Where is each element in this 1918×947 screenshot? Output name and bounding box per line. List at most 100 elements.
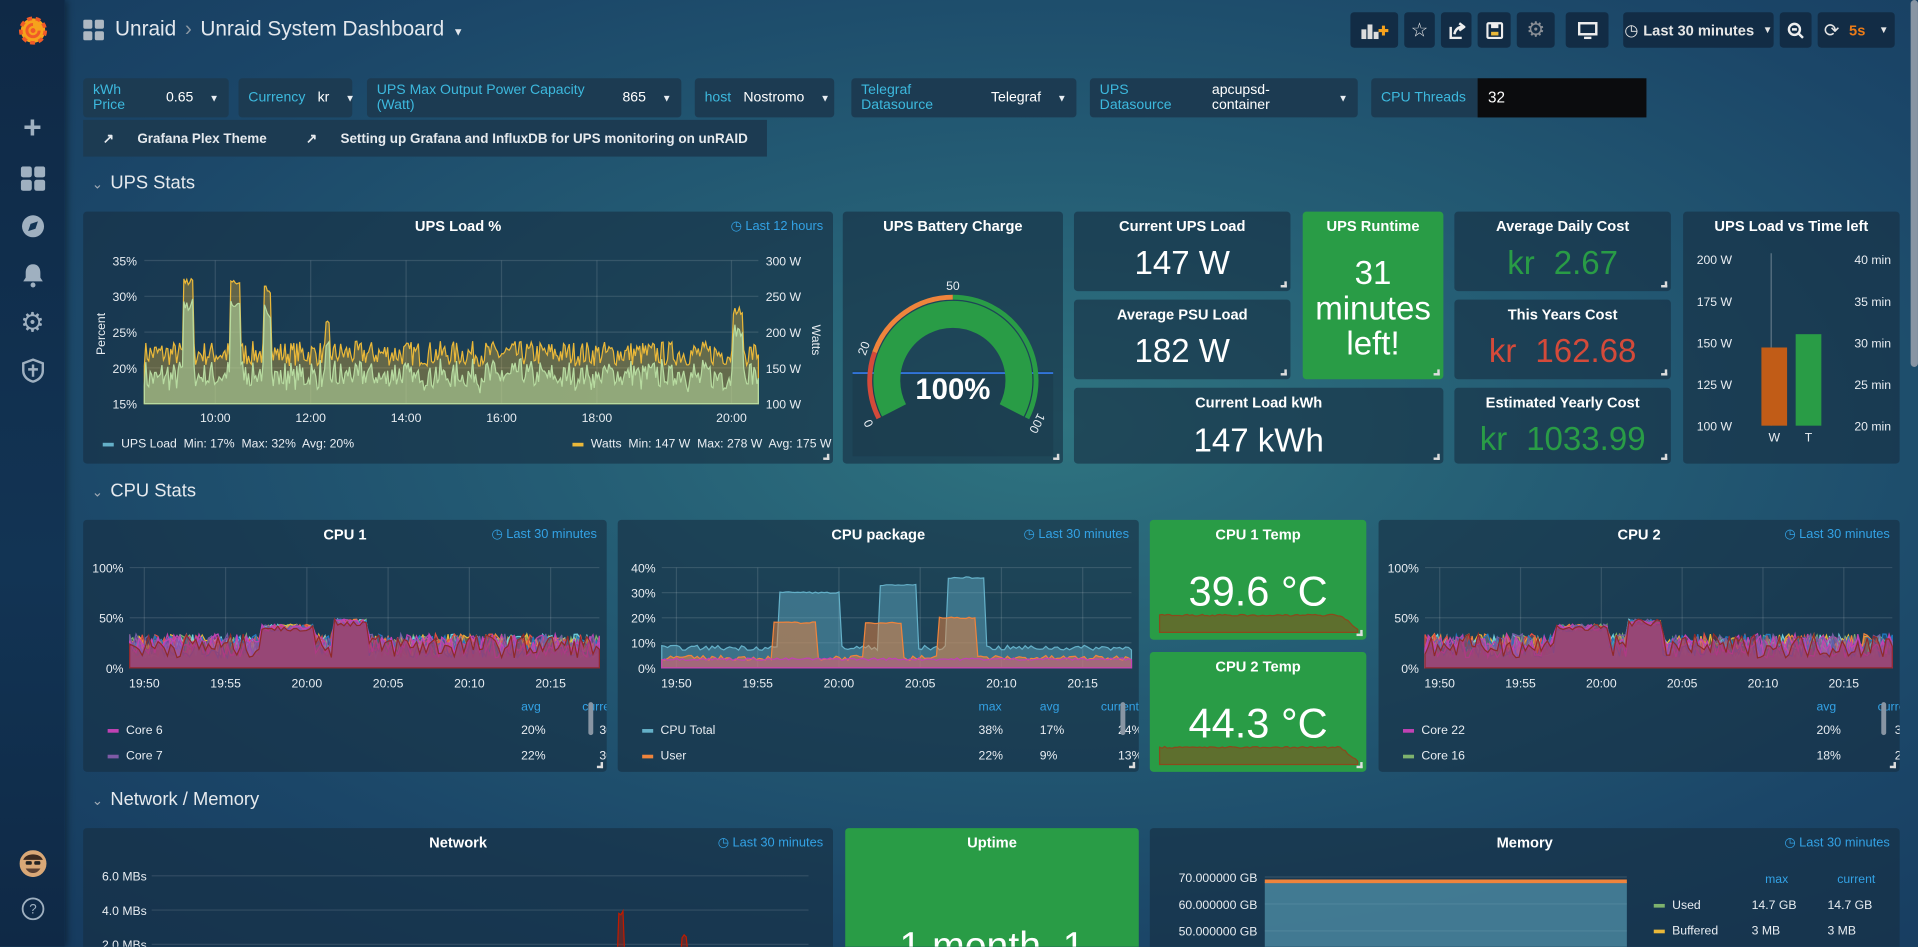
cpu-package-graph[interactable]: 40% 30% 20% 10% 0% 19:50 19:55 20:00 20:05 20:10 2… [618, 520, 1139, 703]
legend-header-avg[interactable]: avg [1039, 700, 1060, 715]
panel-title[interactable]: Average PSU Load [1116, 305, 1248, 323]
legend-header-current[interactable]: current▾ [582, 700, 606, 715]
cpu1-graph[interactable]: 100% 50% 0% 19:50 19:55 20:00 20:05 20:10 20:15 [83, 520, 607, 703]
resize-handle[interactable] [596, 762, 604, 769]
resize-handle[interactable] [1280, 281, 1287, 288]
panel-title[interactable]: UPS Battery Charge [883, 217, 1023, 235]
dashboard-title[interactable]: Unraid System Dashboard [200, 17, 445, 41]
legend-item[interactable]: Core 7 [107, 750, 163, 763]
resize-handle[interactable] [823, 453, 830, 460]
grafana-logo-icon[interactable] [16, 12, 49, 45]
legend-item[interactable]: Used [1653, 899, 1701, 913]
variable-value[interactable]: apcupsd-container [1211, 83, 1270, 113]
row-cpu-stats[interactable]: ⌄ CPU Stats [92, 481, 196, 502]
panel-title[interactable]: UPS Load vs Time left [1714, 217, 1869, 235]
legend-item[interactable]: Core 22 [1403, 724, 1465, 738]
legend-header-max[interactable]: max [978, 700, 1002, 715]
help-icon[interactable]: ? [16, 892, 49, 925]
dashboard-settings-button[interactable]: ⚙ [1516, 12, 1555, 48]
resize-handle[interactable] [1280, 369, 1287, 376]
user-avatar[interactable] [16, 846, 49, 879]
legend-header-avg[interactable]: avg [1816, 700, 1837, 715]
legend-scrollbar[interactable] [588, 702, 594, 736]
star-dashboard-button[interactable]: ☆ [1404, 12, 1435, 48]
variable-value[interactable]: kr [317, 90, 330, 106]
legend-scrollbar[interactable] [1881, 702, 1887, 736]
breadcrumb-folder[interactable]: Unraid [114, 17, 177, 41]
panel-title[interactable]: Uptime [967, 834, 1017, 852]
resize-handle[interactable] [1356, 762, 1363, 769]
dashboards-grid-icon[interactable] [16, 161, 49, 194]
view-mode-button[interactable] [1565, 12, 1609, 48]
share-dashboard-button[interactable] [1440, 12, 1472, 48]
legend-ups-load[interactable]: UPS Load Min: 17% Max: 32% Avg: 20% [102, 438, 354, 451]
panel-title[interactable]: Network [429, 834, 488, 852]
legend-item[interactable]: Buffered [1653, 925, 1718, 938]
row-ups-stats[interactable]: ⌄ UPS Stats [92, 172, 195, 193]
load-vs-time-bar-chart[interactable]: 200 W 175 W 150 W 125 W 100 W 40 min 35 min 30 … [1683, 212, 1900, 464]
chevron-down-icon[interactable]: ▼ [452, 25, 464, 38]
panel-title[interactable]: CPU 1 [323, 525, 367, 544]
resize-handle[interactable] [1889, 762, 1896, 769]
link-ups-monitoring-guide[interactable]: ↗ Setting up Grafana and InfluxDB for UP… [286, 130, 767, 146]
panel-title[interactable]: CPU 1 Temp [1215, 525, 1301, 544]
ups-load-graph[interactable]: 35% 30% 25% 20% 15% 300 W 250 W 200 W 150 W 100 W… [83, 212, 833, 464]
variable-ups-datasource[interactable]: UPS Datasource apcupsd-container ▼ [1089, 78, 1358, 118]
create-plus-icon[interactable]: + [23, 108, 42, 146]
legend-item[interactable]: User [642, 750, 686, 763]
cpu2-graph[interactable]: 100% 50% 0% 19:50 19:55 20:00 20:05 20:10 20:15 [1379, 520, 1900, 703]
add-panel-button[interactable] [1350, 12, 1399, 48]
explore-compass-icon[interactable] [16, 209, 49, 242]
zoom-out-button[interactable] [1779, 12, 1812, 48]
refresh-button[interactable]: ⟳ 5s ▼ [1817, 12, 1895, 48]
legend-item[interactable]: CPU Total [642, 724, 715, 738]
link-label[interactable]: Setting up Grafana and InfluxDB for UPS … [340, 131, 748, 147]
resize-handle[interactable] [1433, 369, 1440, 376]
legend-item[interactable]: Core 6 [107, 724, 163, 738]
panel-title[interactable]: UPS Load % [414, 217, 502, 235]
page-scrollbar[interactable] [1910, 0, 1918, 367]
panel-title[interactable]: This Years Cost [1507, 305, 1618, 323]
legend-header-current[interactable]: current▾ [1101, 701, 1139, 714]
legend-watts[interactable]: Watts Min: 147 W Max: 278 W Avg: 175 W [572, 438, 831, 451]
variable-kwh-price[interactable]: kWh Price 0.65 ▼ [83, 78, 229, 118]
link-label[interactable]: Grafana Plex Theme [137, 131, 267, 147]
memory-graph[interactable]: 70.000000 GB 60.000000 GB 50.000000 GB [1150, 828, 1639, 947]
resize-handle[interactable] [1661, 369, 1668, 376]
panel-title[interactable]: Current UPS Load [1119, 217, 1246, 235]
panel-title[interactable]: Average Daily Cost [1496, 217, 1630, 235]
resize-handle[interactable] [1053, 453, 1060, 460]
breadcrumb[interactable]: Unraid › Unraid System Dashboard ▼ [115, 17, 464, 41]
variable-telegraf-datasource[interactable]: Telegraf Datasource Telegraf ▼ [851, 78, 1077, 118]
variable-value[interactable]: 0.65 [165, 90, 194, 106]
alerting-bell-icon[interactable] [16, 258, 49, 291]
cpu-threads-input[interactable]: 32 [1478, 78, 1647, 118]
panel-title[interactable]: CPU package [831, 525, 926, 544]
resize-handle[interactable] [1661, 281, 1668, 288]
resize-handle[interactable] [1661, 453, 1668, 460]
server-admin-shield-icon[interactable] [16, 354, 49, 387]
legend-header-avg[interactable]: avg [521, 700, 541, 715]
variable-host[interactable]: host Nostromo ▼ [694, 78, 835, 118]
panel-title[interactable]: UPS Runtime [1326, 217, 1420, 235]
row-network-memory[interactable]: ⌄ Network / Memory [92, 789, 259, 810]
save-dashboard-button[interactable] [1477, 12, 1511, 48]
resize-handle[interactable] [1129, 762, 1136, 769]
panel-title[interactable]: CPU 2 Temp [1215, 658, 1301, 676]
legend-scrollbar[interactable] [1120, 702, 1126, 736]
variable-currency[interactable]: Currency kr ▼ [238, 78, 355, 118]
variable-value[interactable]: Telegraf [990, 90, 1042, 106]
link-grafana-plex-theme[interactable]: ↗ Grafana Plex Theme [83, 130, 286, 146]
panel-title[interactable]: Estimated Yearly Cost [1485, 393, 1640, 411]
refresh-interval[interactable]: 5s [1849, 21, 1866, 39]
variable-ups-max-output[interactable]: UPS Max Output Power Capacity (Watt) 865 ▼ [366, 78, 682, 118]
resize-handle[interactable] [1356, 629, 1363, 637]
resize-handle[interactable] [1433, 453, 1440, 460]
panel-title[interactable]: Memory [1496, 834, 1553, 852]
legend-item[interactable]: Core 16 [1403, 750, 1465, 763]
variable-value[interactable]: Nostromo [743, 90, 805, 106]
panel-title[interactable]: CPU 2 [1617, 525, 1661, 544]
variable-value[interactable]: 865 [622, 90, 646, 106]
network-graph[interactable]: 6.0 MBs 4.0 MBs 2.0 MBs [83, 828, 833, 947]
time-picker-button[interactable]: ◷ Last 30 minutes ▼ [1623, 12, 1774, 48]
